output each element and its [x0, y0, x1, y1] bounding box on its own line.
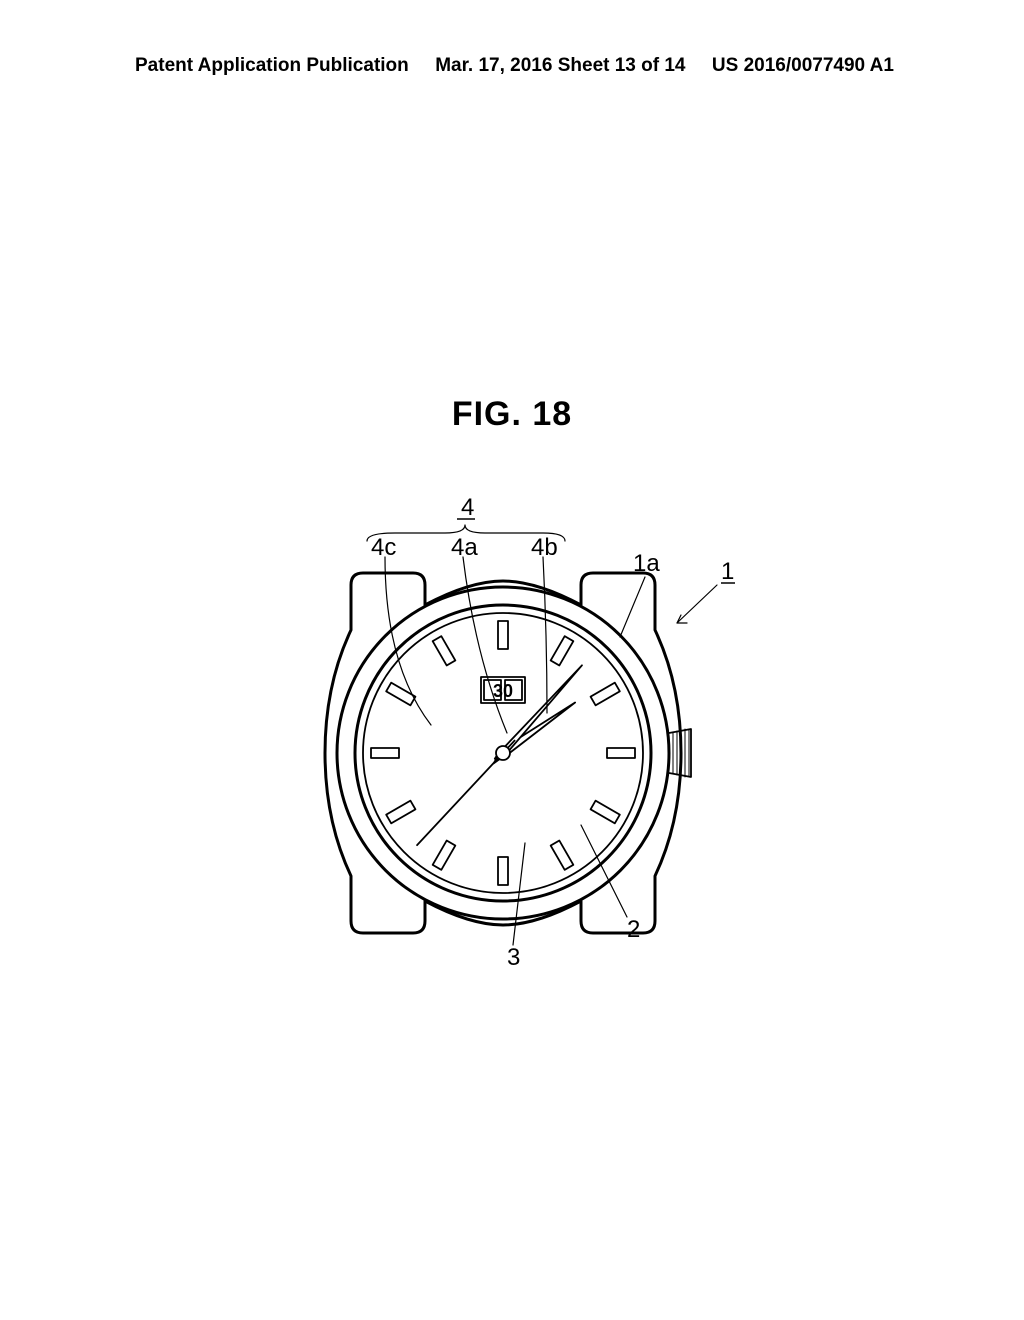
date-value: 30 — [493, 681, 513, 701]
label-4b: 4b — [531, 534, 558, 561]
label-4a: 4a — [451, 534, 478, 561]
label-3: 3 — [507, 944, 520, 965]
page-header: Patent Application Publication Mar. 17, … — [0, 55, 1024, 77]
label-1a: 1a — [633, 550, 660, 577]
label-4c: 4c — [371, 534, 396, 561]
header-center: Mar. 17, 2016 Sheet 13 of 14 — [435, 55, 685, 77]
figure-title: FIG. 18 — [0, 395, 1024, 434]
label-1: 1 — [721, 558, 734, 585]
watch-figure: 30 — [275, 485, 755, 965]
label-2: 2 — [627, 916, 640, 943]
label-4: 4 — [461, 494, 474, 521]
header-right: US 2016/0077490 A1 — [712, 55, 894, 77]
center-cap — [496, 746, 510, 760]
header-left: Patent Application Publication — [135, 55, 409, 77]
page: Patent Application Publication Mar. 17, … — [0, 0, 1024, 1320]
